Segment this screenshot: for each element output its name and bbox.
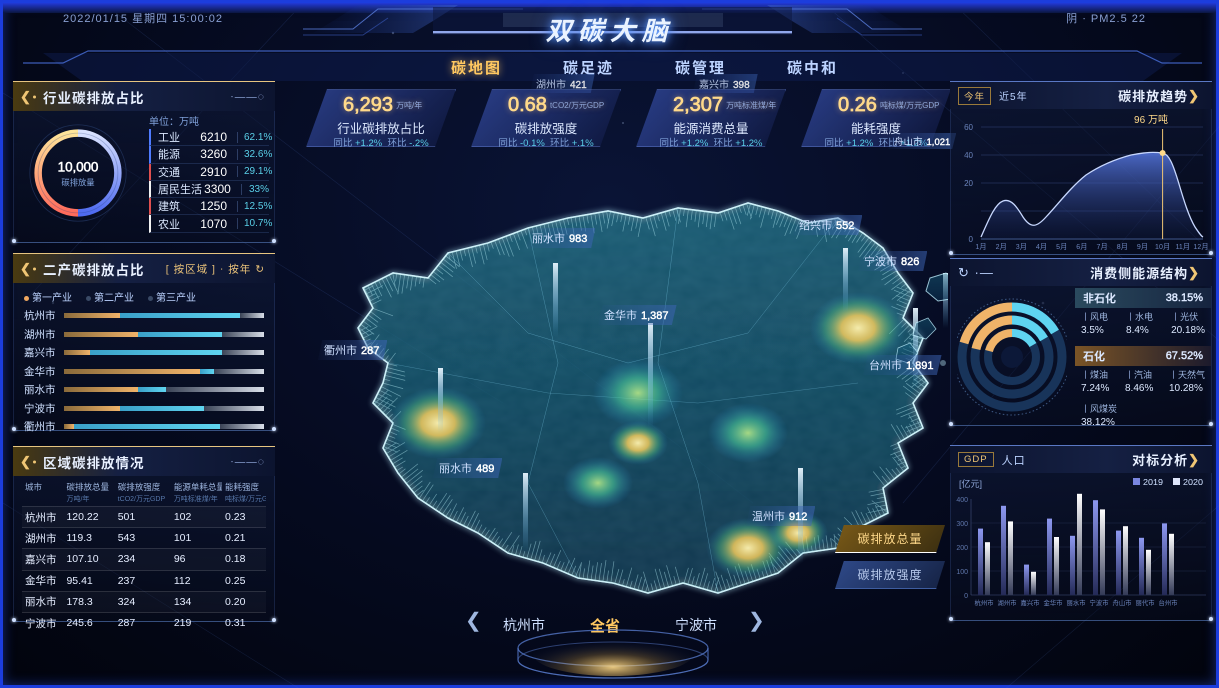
svg-text:湖州市: 湖州市 xyxy=(998,598,1017,607)
svg-text:8月: 8月 xyxy=(1117,242,1128,251)
svg-text:丽代市: 丽代市 xyxy=(1136,598,1155,607)
svg-text:台州市: 台州市 xyxy=(1159,598,1178,607)
svg-text:10,000: 10,000 xyxy=(58,159,99,174)
svg-text:6月: 6月 xyxy=(1076,242,1087,251)
svg-text:10月: 10月 xyxy=(1155,242,1170,251)
svg-text:7月: 7月 xyxy=(1097,242,1108,251)
svg-text:12月: 12月 xyxy=(1193,242,1208,251)
svg-text:丽水市: 丽水市 xyxy=(1067,598,1086,607)
svg-text:96 万吨: 96 万吨 xyxy=(1134,113,1168,126)
svg-text:200: 200 xyxy=(956,545,968,552)
svg-text:金华市: 金华市 xyxy=(1044,598,1063,607)
svg-text:300: 300 xyxy=(956,521,968,528)
svg-text:0: 0 xyxy=(964,593,968,600)
svg-text:40: 40 xyxy=(964,151,973,160)
svg-text:碳排放量: 碳排放量 xyxy=(61,177,94,187)
svg-text:舟山市: 舟山市 xyxy=(1113,598,1132,607)
svg-text:杭州市: 杭州市 xyxy=(975,598,994,607)
svg-text:60: 60 xyxy=(964,123,973,132)
svg-text:100: 100 xyxy=(956,569,968,576)
svg-text:400: 400 xyxy=(956,497,968,504)
svg-text:5月: 5月 xyxy=(1056,242,1067,251)
svg-text:2月: 2月 xyxy=(996,242,1007,251)
svg-text:宁波市: 宁波市 xyxy=(1090,598,1109,607)
svg-text:1月: 1月 xyxy=(975,242,986,251)
svg-text:11月: 11月 xyxy=(1175,242,1190,251)
svg-text:3月: 3月 xyxy=(1016,242,1027,251)
svg-text:嘉兴市: 嘉兴市 xyxy=(1021,598,1040,607)
svg-text:0: 0 xyxy=(969,235,974,244)
svg-text:9月: 9月 xyxy=(1137,242,1148,251)
svg-text:20: 20 xyxy=(964,179,973,188)
svg-text:4月: 4月 xyxy=(1036,242,1047,251)
